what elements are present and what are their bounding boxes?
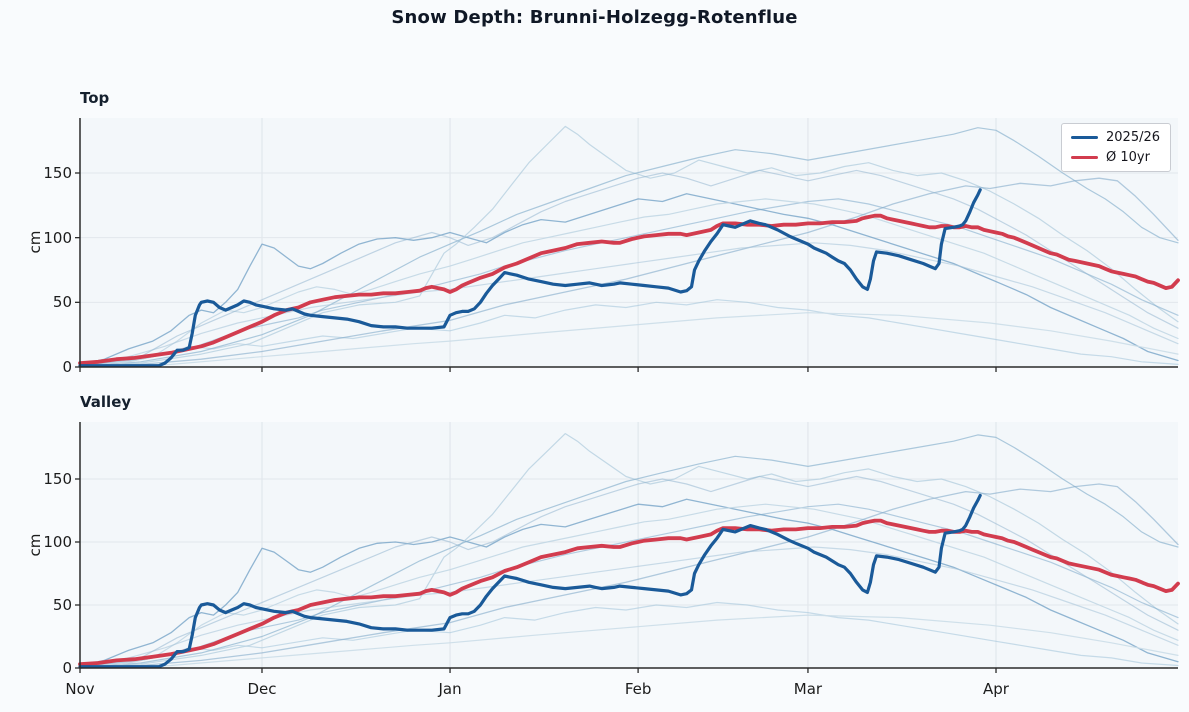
legend-item-current: 2025/26: [1071, 130, 1160, 145]
x-tick-label: Nov: [65, 680, 95, 698]
valley-panel-title: Valley: [80, 393, 132, 411]
series-history: [79, 198, 1179, 367]
legend-line-avg-10yr: [1071, 155, 1098, 160]
y-tick-label: 100: [43, 533, 72, 551]
y-tick-label: 50: [52, 596, 72, 614]
y-tick-label: 50: [52, 293, 72, 312]
chart-title: Snow Depth: Brunni-Holzegg-Rotenflue: [391, 7, 798, 28]
series-history: [79, 193, 1179, 366]
x-tick-label: Dec: [247, 680, 277, 698]
series-history: [79, 498, 1179, 667]
series-history: [79, 503, 1179, 668]
series-current: [78, 188, 982, 368]
series-history: [79, 312, 1179, 368]
x-tick-label: Apr: [983, 680, 1009, 698]
series-history: [79, 198, 1179, 368]
x-tick-label: Mar: [793, 680, 823, 698]
y-tick-label: 150: [43, 470, 72, 488]
x-tick-label: Feb: [624, 680, 652, 698]
legend-line-2025-26: [1071, 135, 1098, 140]
y-tick-label: 0: [62, 358, 72, 376]
legend-label-average: Ø 10yr: [1106, 150, 1150, 165]
series-history: [79, 433, 1179, 669]
top-panel-title: Top: [80, 89, 110, 107]
series-history: [79, 483, 1179, 669]
series-history: [79, 503, 1179, 669]
legend-item-average: Ø 10yr: [1071, 150, 1160, 165]
y-tick-label: 0: [62, 659, 72, 677]
series-history: [79, 475, 1179, 669]
series-history: [79, 299, 1179, 368]
series-current: [78, 493, 982, 669]
legend-label-current: 2025/26: [1106, 130, 1161, 145]
series-history: [79, 177, 1179, 368]
series-history: [79, 125, 1179, 368]
x-tick-label: Jan: [438, 680, 462, 698]
y-tick-label: 100: [43, 228, 72, 247]
series-history: [79, 601, 1179, 669]
legend: 2025/26 Ø 10yr: [1061, 123, 1172, 172]
series-history: [79, 614, 1179, 669]
series-history: [79, 169, 1179, 368]
y-tick-label: 150: [43, 164, 72, 182]
